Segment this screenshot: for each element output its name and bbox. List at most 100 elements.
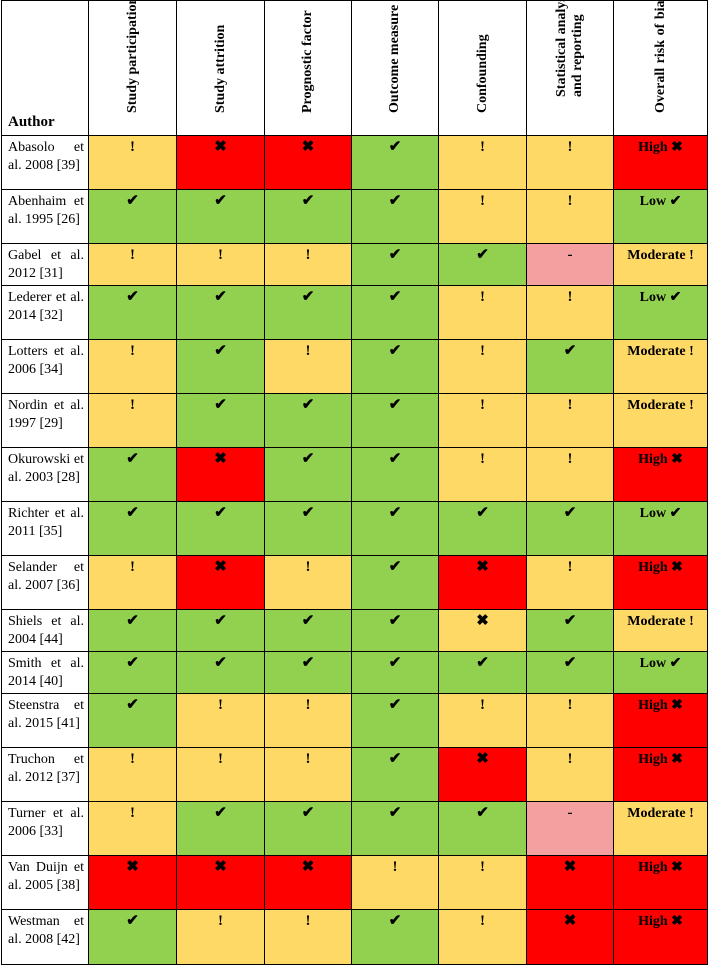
rating-cell: ! — [526, 747, 614, 802]
rating-cell: ! — [264, 555, 352, 610]
rating-cell: ✔ — [438, 801, 527, 856]
rating-symbol: ! — [480, 343, 485, 359]
rating-symbol: ✖ — [214, 451, 227, 467]
rating-symbol: ! — [480, 451, 485, 467]
author-cell: Lederer et al. 2014 [32] — [1, 285, 89, 340]
rating-symbol: ✖ — [214, 859, 227, 875]
overall-risk-cell: High ✖ — [613, 747, 708, 802]
rating-cell: ! — [438, 135, 527, 190]
rating-symbol: ✔ — [388, 193, 402, 209]
rating-cell: ! — [438, 909, 527, 965]
rating-cell: ✔ — [351, 447, 439, 502]
column-header-attrition-label: Study attrition — [212, 24, 228, 113]
rating-cell: ! — [88, 243, 177, 286]
rating-cell: ✔ — [176, 651, 265, 694]
rating-cell: ✔ — [438, 501, 527, 556]
column-header-outcome: Outcome measure — [351, 0, 439, 136]
rating-cell: ✔ — [351, 243, 439, 286]
rating-cell: ✔ — [438, 651, 527, 694]
rating-symbol: ! — [480, 139, 485, 155]
rating-cell: ✔ — [351, 651, 439, 694]
rating-cell: ✔ — [351, 339, 439, 394]
rating-cell: ✔ — [176, 339, 265, 394]
rating-cell: ! — [526, 447, 614, 502]
header-row: Author Study participation Study attriti… — [1, 0, 708, 136]
overall-risk-cell: High ✖ — [613, 447, 708, 502]
rating-cell: ✔ — [526, 609, 614, 652]
rating-symbol: ✔ — [126, 697, 139, 713]
author-cell: Abasolo et al. 2008 [39] — [1, 135, 89, 190]
rating-cell: ✔ — [351, 189, 439, 244]
rating-symbol: ! — [480, 859, 485, 875]
rating-symbol: ! — [480, 289, 485, 305]
rating-cell: ! — [264, 693, 352, 748]
rating-cell: ✔ — [88, 285, 177, 340]
rating-symbol: ✔ — [476, 505, 489, 521]
overall-risk-cell: High ✖ — [613, 135, 708, 190]
rating-symbol: ✔ — [388, 655, 402, 671]
rating-symbol: ✔ — [214, 289, 227, 305]
rating-symbol: ✔ — [388, 913, 402, 929]
rating-cell: ✔ — [176, 501, 265, 556]
overall-risk-cell: Moderate ! — [613, 339, 708, 394]
rating-symbol: ! — [130, 805, 135, 821]
rating-cell: ✔ — [176, 393, 265, 448]
table-row: Smith et al. 2014 [40] ✔ ✔ ✔ ✔ ✔ ✔ Low ✔ — [1, 651, 708, 694]
rating-cell: ! — [264, 243, 352, 286]
rating-symbol: ! — [130, 247, 135, 263]
rating-cell: ✔ — [264, 501, 352, 556]
overall-risk-cell: Moderate ! — [613, 609, 708, 652]
column-header-confounding: Confounding — [438, 0, 527, 136]
column-header-overall-label: Overall risk of bias — [652, 0, 668, 113]
rating-cell: ! — [526, 393, 614, 448]
rating-cell: ✔ — [176, 285, 265, 340]
rating-cell: ✔ — [438, 243, 527, 286]
author-cell: Van Duijn et al. 2005 [38] — [1, 855, 89, 910]
overall-risk-cell: Low ✔ — [613, 285, 708, 340]
rating-symbol: ✔ — [126, 655, 139, 671]
rating-symbol: ✔ — [301, 613, 315, 629]
rating-symbol: ✔ — [476, 655, 489, 671]
column-header-participation: Study participation — [88, 0, 177, 136]
rating-cell: ✔ — [264, 651, 352, 694]
rating-symbol: ✔ — [214, 805, 227, 821]
table-row: Lederer et al. 2014 [32] ✔ ✔ ✔ ✔!! Low ✔ — [1, 285, 708, 340]
rating-cell: ✔ — [88, 501, 177, 556]
column-header-attrition: Study attrition — [176, 0, 265, 136]
rating-cell: ! — [176, 243, 265, 286]
rating-symbol: ✖ — [476, 613, 489, 629]
rating-symbol: ✔ — [126, 613, 139, 629]
author-cell: Westman et al. 2008 [42] — [1, 909, 89, 965]
author-cell: Steenstra et al. 2015 [41] — [1, 693, 89, 748]
rating-cell: ! — [526, 285, 614, 340]
rating-symbol: ! — [218, 913, 223, 929]
rating-cell: - — [526, 801, 614, 856]
rating-cell: ! — [438, 447, 527, 502]
author-cell: Abenhaim et al. 1995 [26] — [1, 189, 89, 244]
rating-cell: ! — [526, 189, 614, 244]
overall-risk-cell: High ✖ — [613, 909, 708, 965]
rating-cell: ✔ — [264, 801, 352, 856]
rating-cell: ✔ — [176, 609, 265, 652]
rating-symbol: ! — [567, 751, 573, 767]
rating-symbol: ! — [480, 913, 485, 929]
rating-cell: ✔ — [88, 693, 177, 748]
author-cell: Okurowski et al. 2003 [28] — [1, 447, 89, 502]
rating-cell: ! — [88, 393, 177, 448]
rating-symbol: ✔ — [214, 613, 227, 629]
rating-cell: ✖ — [526, 909, 614, 965]
column-header-author: Author — [1, 0, 89, 136]
rating-cell: ! — [438, 339, 527, 394]
overall-risk-cell: Low ✔ — [613, 189, 708, 244]
rating-cell: ✖ — [176, 855, 265, 910]
column-header-overall: Overall risk of bias — [613, 0, 708, 136]
rating-symbol: ✔ — [388, 139, 402, 155]
rating-cell: ✖ — [176, 555, 265, 610]
rating-symbol: ✔ — [301, 805, 315, 821]
rating-symbol: ! — [392, 859, 398, 875]
author-cell: Smith et al. 2014 [40] — [1, 651, 89, 694]
rating-symbol: ✔ — [388, 559, 402, 575]
author-cell: Lotters et al. 2006 [34] — [1, 339, 89, 394]
rating-symbol: ! — [130, 343, 135, 359]
rating-cell: - — [526, 243, 614, 286]
